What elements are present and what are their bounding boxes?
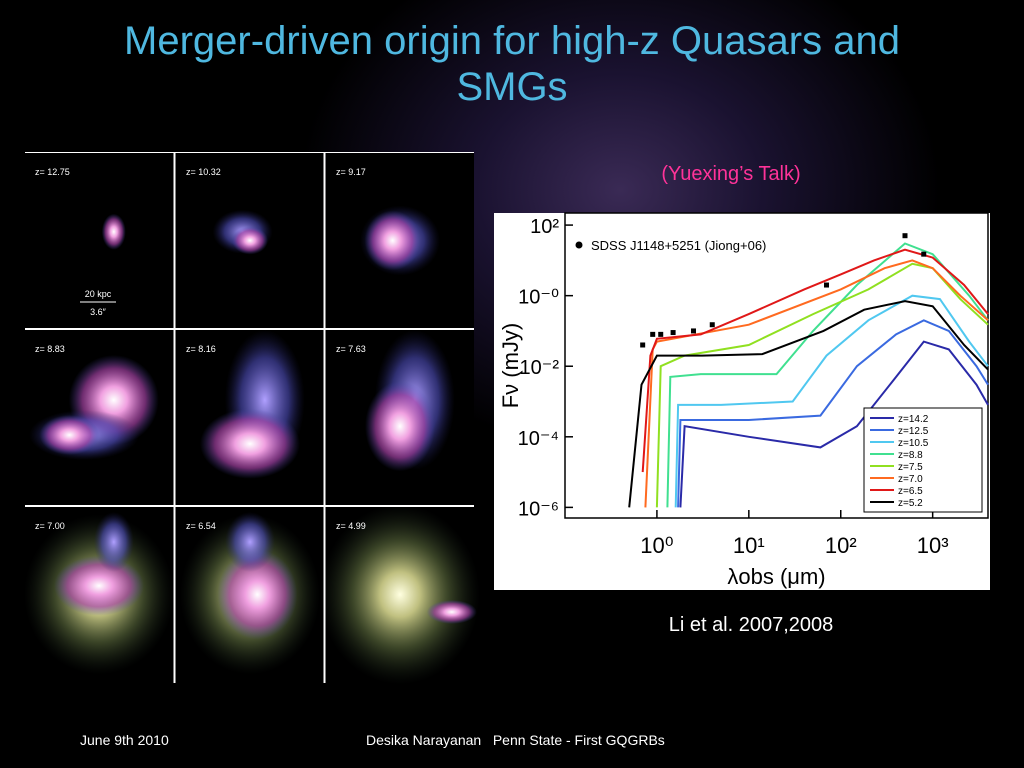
gas-blob xyxy=(232,226,268,255)
scale-angle-label: 3.6″ xyxy=(90,307,107,317)
panel: z= 8.16 xyxy=(176,330,324,505)
legend-label: z=14.2 xyxy=(898,414,929,425)
scale-bar-label: 20 kpc xyxy=(85,289,112,299)
panel-label: z= 8.83 xyxy=(35,344,65,354)
sed-line xyxy=(677,319,989,508)
panel: z= 6.54 xyxy=(176,507,324,682)
panel: z= 7.63 xyxy=(326,330,474,505)
y-tick-label: 10⁻⁶ xyxy=(518,498,559,520)
data-point xyxy=(921,251,927,257)
sed-line xyxy=(628,300,989,508)
gas-blob xyxy=(217,549,298,640)
gas-blob xyxy=(39,415,100,455)
gas-blob xyxy=(320,504,480,685)
slide-title: Merger-driven origin for high-z Quasars … xyxy=(124,19,900,109)
y-tick-label: 10⁻⁰ xyxy=(518,287,559,309)
data-point xyxy=(640,342,646,348)
panel-label: z= 8.16 xyxy=(186,344,216,354)
panel: z= 7.00 xyxy=(24,507,174,682)
sed-line xyxy=(641,248,989,473)
talk-note: (Yuexing’s Talk) xyxy=(661,163,801,185)
data-point xyxy=(690,328,696,334)
panel-label: z= 10.32 xyxy=(186,167,221,177)
panel: z= 10.32 xyxy=(176,153,324,328)
panel-label: z= 9.17 xyxy=(336,167,366,177)
legend-label: z=10.5 xyxy=(898,438,929,449)
data-point xyxy=(824,282,830,288)
legend-label: SDSS J1148+5251 (Jiong+06) xyxy=(591,238,766,253)
gas-blob xyxy=(364,210,421,271)
x-tick-label: 10² xyxy=(825,533,857,558)
x-axis-label: λobs (μm) xyxy=(727,564,825,589)
legend-label: z=7.0 xyxy=(898,474,923,485)
panel: z= 12.75 xyxy=(25,153,173,328)
panel-label: z= 12.75 xyxy=(35,167,70,177)
footer-center: Desika Narayanan Penn State - First GQGR… xyxy=(366,732,665,748)
legend-label: z=7.5 xyxy=(898,462,923,473)
y-tick-label: 10⁻² xyxy=(520,357,560,379)
legend-label: z=5.2 xyxy=(898,498,923,509)
gas-blob xyxy=(365,381,435,472)
legend-box xyxy=(863,407,983,513)
y-axis-label: Fν (mJy) xyxy=(498,323,523,409)
data-point xyxy=(658,331,664,337)
legend-label: z=8.8 xyxy=(898,450,923,461)
legend-label: z=6.5 xyxy=(898,486,923,497)
x-tick-label: 10⁰ xyxy=(640,533,673,558)
x-tick-label: 10¹ xyxy=(733,533,765,558)
y-tick-label: 10⁻⁴ xyxy=(518,428,559,450)
panel-label: z= 4.99 xyxy=(336,521,366,531)
reference: Li et al. 2007,2008 xyxy=(668,614,834,636)
panel: z= 4.99 xyxy=(320,504,480,685)
legend-label: z=12.5 xyxy=(898,426,929,437)
panel-label: z= 7.63 xyxy=(336,344,366,354)
panel-label: z= 6.54 xyxy=(186,521,216,531)
sed-line xyxy=(666,242,989,508)
panel-label: z= 7.00 xyxy=(35,521,65,531)
plot-background xyxy=(494,213,990,590)
gas-blob xyxy=(54,555,144,616)
data-point xyxy=(670,330,676,336)
footer-date: June 9th 2010 xyxy=(80,732,169,748)
x-tick-label: 10³ xyxy=(917,533,949,558)
panel-bg xyxy=(25,153,173,328)
gas-blob xyxy=(200,408,300,479)
legend-marker xyxy=(575,241,583,249)
gas-blob xyxy=(426,600,477,624)
sed-line xyxy=(655,262,989,508)
gas-blob xyxy=(93,512,134,572)
data-point xyxy=(650,331,656,337)
gas-blob xyxy=(225,512,275,572)
data-point xyxy=(709,322,715,328)
sed-line xyxy=(679,340,989,508)
y-tick-label: 10² xyxy=(530,216,559,238)
gas-blob xyxy=(101,213,126,250)
panel: z= 9.17 xyxy=(326,153,474,328)
sed-line xyxy=(674,294,989,508)
data-point xyxy=(902,233,908,239)
panel: z= 8.83 xyxy=(25,330,173,505)
